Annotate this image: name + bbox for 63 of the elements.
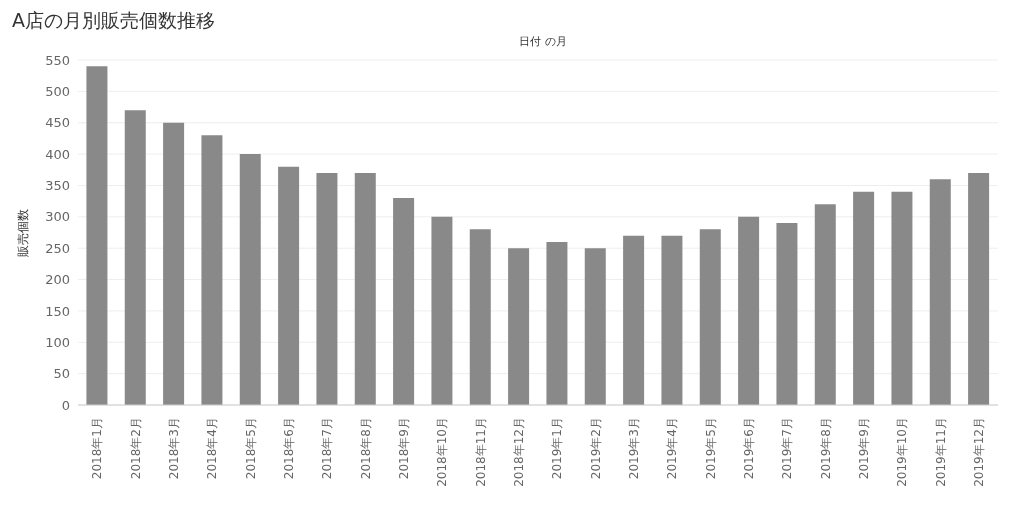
x-tick-label: 2019年3月 xyxy=(626,417,641,480)
y-tick-label: 50 xyxy=(53,366,70,382)
y-tick-label: 450 xyxy=(45,115,70,131)
bar xyxy=(891,191,913,405)
x-tick-label: 2019年4月 xyxy=(665,417,680,480)
bar xyxy=(853,191,875,405)
x-tick-label: 2019年9月 xyxy=(856,417,871,480)
bar xyxy=(316,172,338,405)
x-tick-label: 2019年8月 xyxy=(818,417,833,480)
bar xyxy=(393,198,415,405)
bar xyxy=(584,248,606,405)
y-tick-label: 300 xyxy=(45,209,70,225)
x-tick-label: 2019年6月 xyxy=(741,417,756,480)
x-tick-label: 2019年1月 xyxy=(550,417,565,480)
bar xyxy=(354,172,376,405)
x-axis-title: 日付 の月 xyxy=(518,34,568,50)
x-tick-label: 2018年1月 xyxy=(90,417,105,480)
bar xyxy=(239,154,261,405)
x-tick-label: 2018年6月 xyxy=(281,417,296,480)
bar xyxy=(546,241,568,405)
bar xyxy=(278,166,300,405)
y-tick-label: 0 xyxy=(61,397,70,413)
x-tick-label: 2019年11月 xyxy=(933,417,948,487)
bar xyxy=(929,179,951,405)
bar xyxy=(623,235,645,405)
bar xyxy=(469,229,491,405)
x-tick-label: 2018年9月 xyxy=(396,417,411,480)
bar xyxy=(699,229,721,405)
x-tick-label: 2018年10月 xyxy=(435,417,450,487)
bar xyxy=(776,223,798,405)
x-tick-label: 2019年7月 xyxy=(780,417,795,480)
y-tick-label: 100 xyxy=(45,334,70,350)
x-tick-label: 2019年12月 xyxy=(971,417,986,487)
x-tick-label: 2019年10月 xyxy=(895,417,910,487)
x-tick-label: 2018年2月 xyxy=(128,417,143,480)
bar xyxy=(661,235,683,405)
bar xyxy=(508,248,530,405)
x-tick-label: 2019年2月 xyxy=(588,417,603,480)
x-tick-label: 2018年11月 xyxy=(473,417,488,487)
bar xyxy=(968,172,990,405)
y-tick-label: 500 xyxy=(45,83,70,99)
y-tick-label: 550 xyxy=(45,52,70,68)
x-tick-label: 2019年5月 xyxy=(703,417,718,480)
bar xyxy=(738,216,760,405)
bar xyxy=(201,135,223,405)
bar xyxy=(86,66,108,405)
y-tick-label: 350 xyxy=(45,178,70,194)
x-tick-label: 2018年12月 xyxy=(511,417,526,487)
y-tick-label: 250 xyxy=(45,240,70,256)
x-tick-label: 2018年4月 xyxy=(205,417,220,480)
chart-title: A店の月別販売個数推移 xyxy=(11,8,216,33)
x-tick-label: 2018年7月 xyxy=(320,417,335,480)
x-tick-label: 2018年5月 xyxy=(243,417,258,480)
y-tick-label: 400 xyxy=(45,146,70,162)
bar xyxy=(163,122,185,405)
y-tick-label: 200 xyxy=(45,272,70,288)
bar xyxy=(431,216,453,405)
y-axis-title: 販売個数 xyxy=(16,208,31,257)
x-tick-label: 2018年3月 xyxy=(166,417,181,480)
x-tick-label: 2018年8月 xyxy=(358,417,373,480)
bar xyxy=(814,204,836,405)
bar xyxy=(124,110,146,405)
y-tick-label: 150 xyxy=(45,303,70,319)
